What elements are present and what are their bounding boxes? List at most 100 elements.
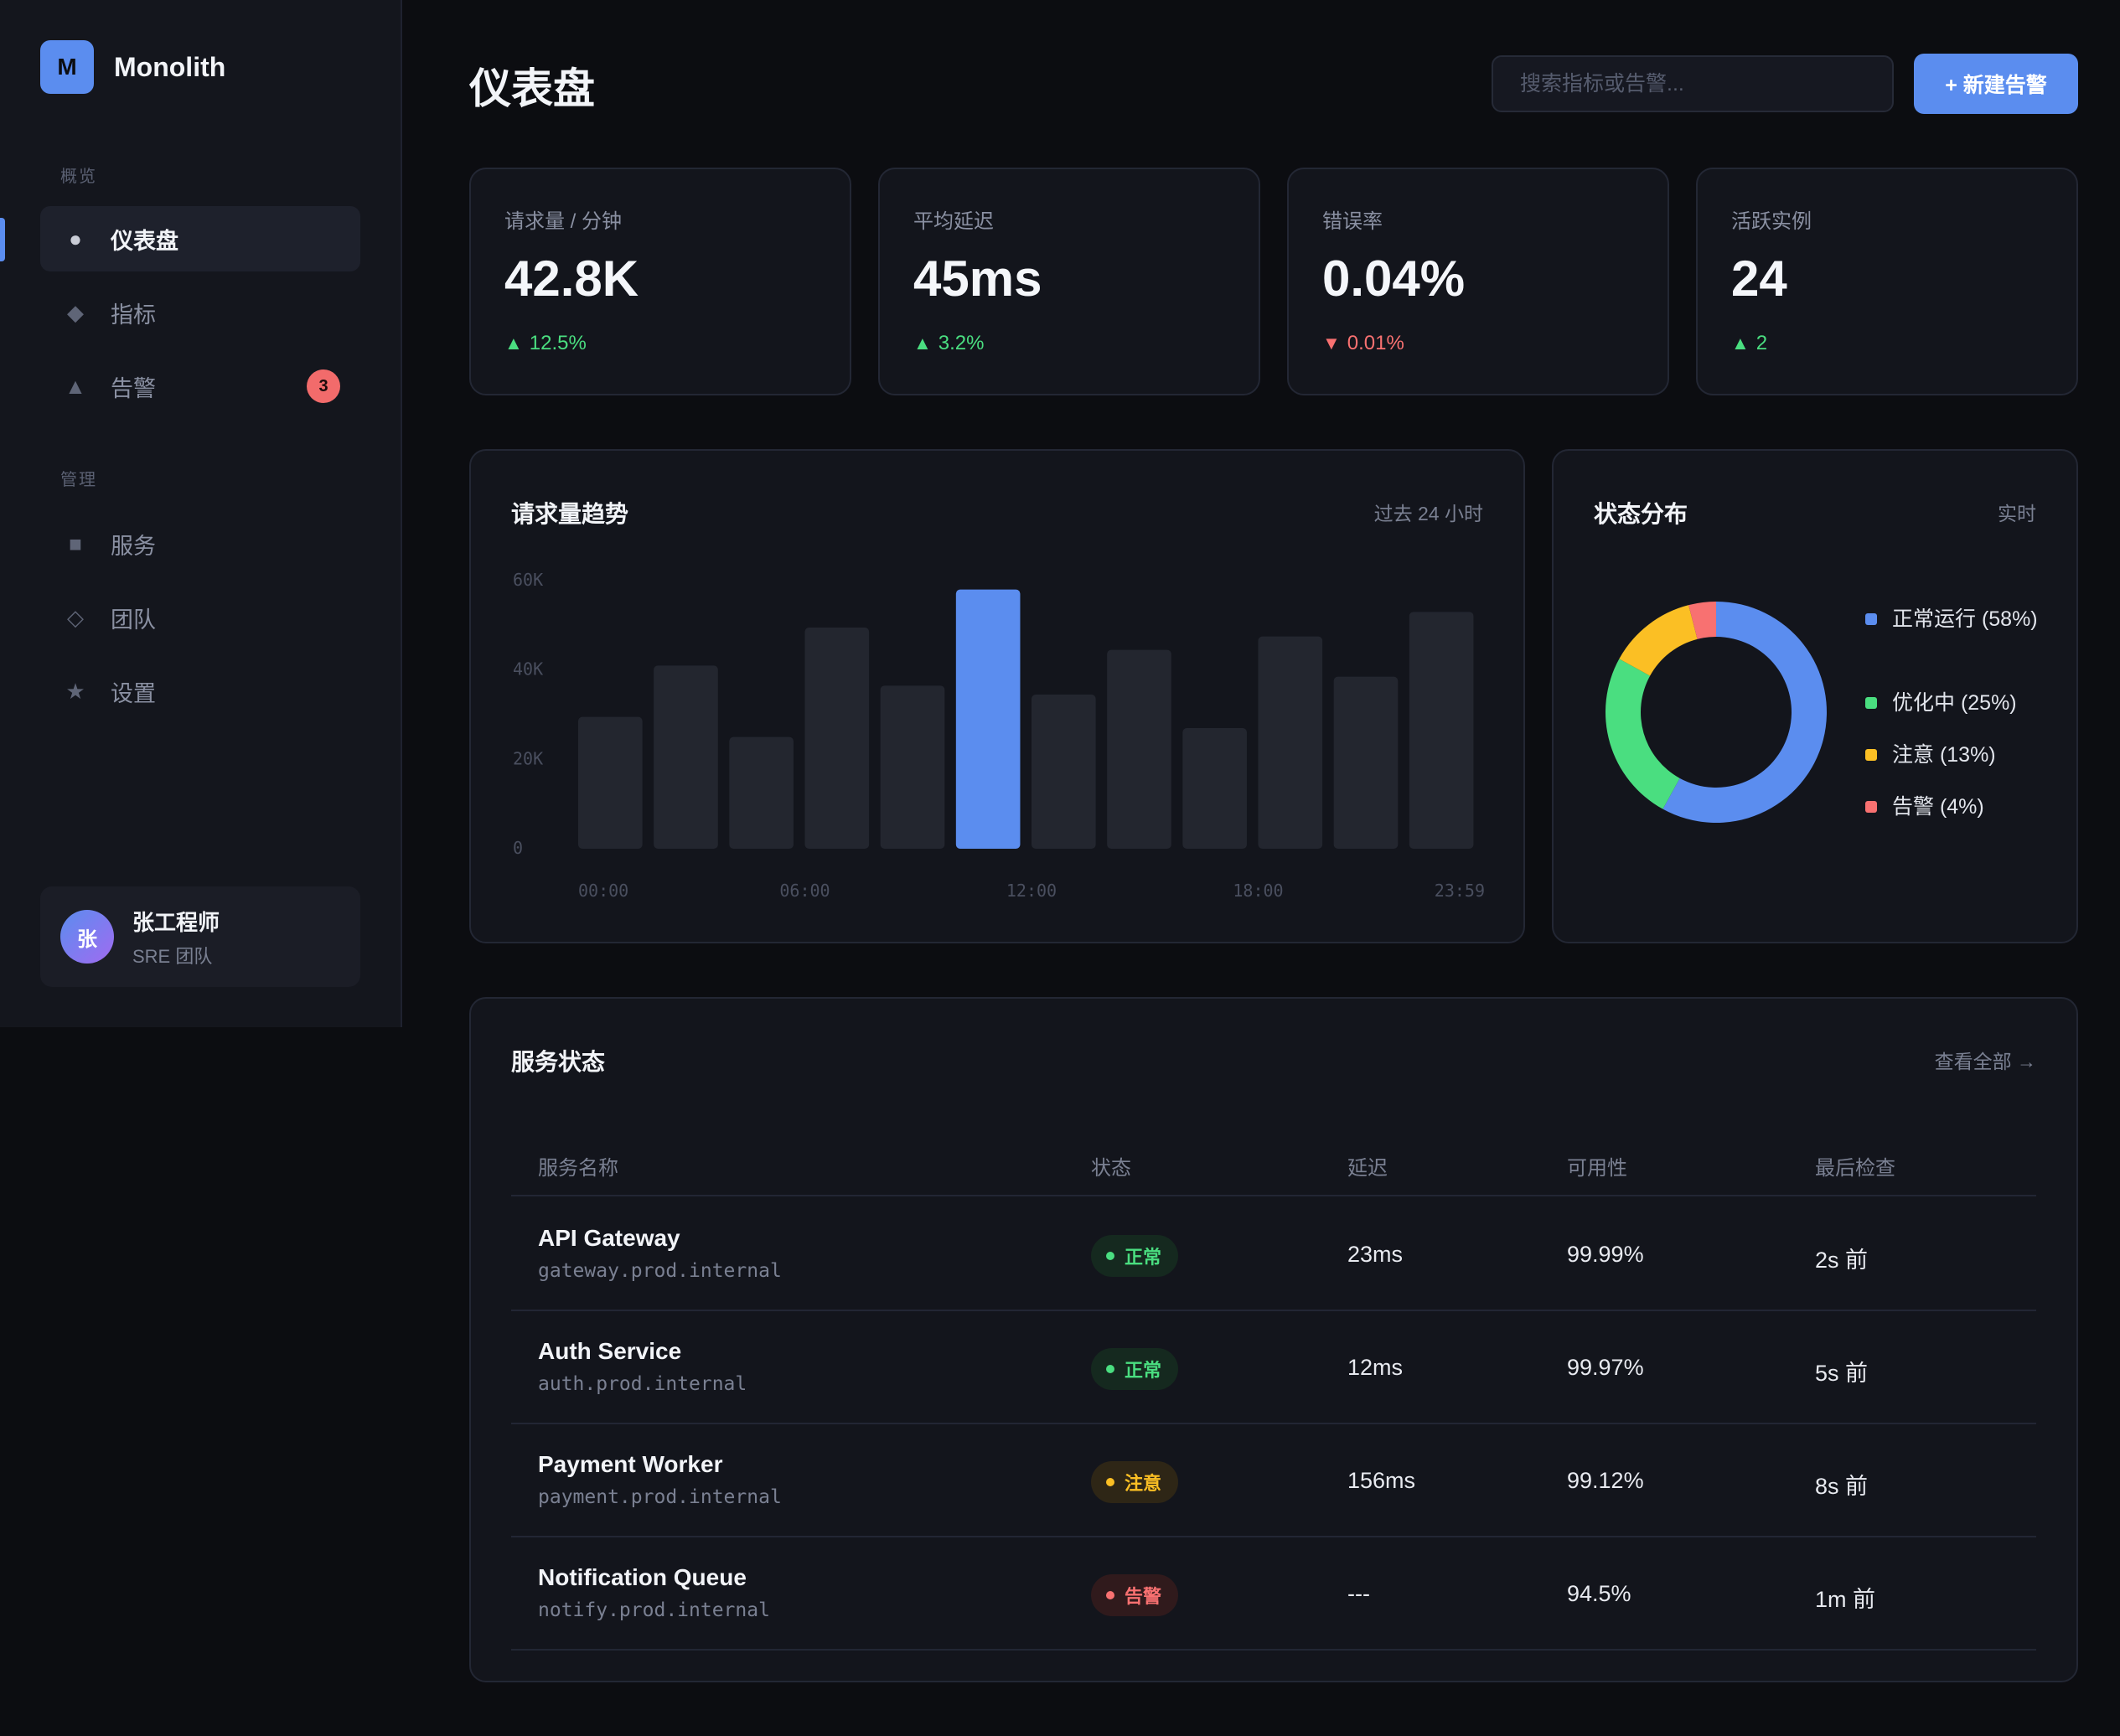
time-range-label[interactable]: 过去 24 小时 bbox=[1373, 503, 1483, 524]
brand-logo: M bbox=[40, 40, 94, 94]
new-alert-button[interactable]: + 新建告警 bbox=[1914, 54, 2078, 114]
kpi-value: 24 bbox=[1731, 251, 1787, 307]
bar bbox=[1107, 649, 1171, 849]
brand[interactable]: M Monolith bbox=[40, 40, 225, 94]
table-row[interactable]: Auth Service auth.prod.internal 正常 12ms … bbox=[511, 1311, 2036, 1424]
status-dot-icon bbox=[1106, 1478, 1114, 1486]
status-dot-icon bbox=[1106, 1252, 1114, 1260]
user-info: 张工程师 SRE 团队 bbox=[132, 906, 220, 969]
bar bbox=[1182, 728, 1247, 849]
donut-slice bbox=[1619, 605, 1698, 676]
y-tick-label: 0 bbox=[513, 838, 523, 858]
bar bbox=[880, 685, 945, 849]
legend-swatch bbox=[1865, 697, 1877, 709]
status-dot-icon bbox=[1106, 1591, 1114, 1599]
diamond-icon: ◆ bbox=[67, 299, 84, 325]
column-header-availability[interactable]: 可用性 bbox=[1567, 1157, 1627, 1180]
arrow-up-icon: ▲ bbox=[1731, 333, 1750, 354]
bar bbox=[804, 628, 870, 849]
latency-value: 23ms bbox=[1347, 1242, 1404, 1267]
square-icon: ■ bbox=[69, 530, 82, 556]
arrow-down-icon: ▼ bbox=[1322, 333, 1341, 354]
search-input[interactable] bbox=[1492, 55, 1894, 112]
x-tick-label: 00:00 bbox=[578, 881, 628, 901]
kpi-label: 平均延迟 bbox=[913, 210, 994, 233]
legend-label: 告警 (4%) bbox=[1892, 795, 1984, 819]
column-header-latency[interactable]: 延迟 bbox=[1347, 1157, 1388, 1180]
kpi-change-value: 12.5% bbox=[529, 332, 587, 354]
chart-title: 状态分布 bbox=[1594, 501, 1688, 527]
last-check-value: 8s 前 bbox=[1815, 1474, 1869, 1499]
legend-label: 注意 (13%) bbox=[1892, 743, 1996, 767]
status-text: 告警 bbox=[1125, 1586, 1162, 1607]
status-badge: 正常 bbox=[1091, 1348, 1179, 1390]
donut-slice bbox=[1688, 602, 1716, 639]
service-status-card: 服务状态 查看全部 → 服务名称 状态 延迟 可用性 最后检查 API Gate… bbox=[469, 997, 2078, 1682]
nav-section-overview: 概览 bbox=[60, 168, 97, 186]
kpi-label: 错误率 bbox=[1322, 210, 1383, 233]
service-host: gateway.prod.internal bbox=[538, 1260, 782, 1282]
kpi-value: 0.04% bbox=[1322, 251, 1466, 307]
bar bbox=[1258, 636, 1323, 849]
x-tick-label: 12:00 bbox=[1006, 881, 1057, 901]
sidebar-item-label: 服务 bbox=[111, 533, 156, 559]
last-check-value: 2s 前 bbox=[1815, 1248, 1869, 1273]
last-check-value: 5s 前 bbox=[1815, 1361, 1869, 1386]
kpi-change: ▲ 2 bbox=[1731, 332, 1767, 355]
sidebar-item-label: 指标 bbox=[111, 302, 156, 328]
donut-chart bbox=[1606, 602, 1827, 823]
sidebar-item-metrics[interactable]: ◆ 指标 bbox=[40, 280, 360, 345]
y-tick-label: 40K bbox=[513, 659, 543, 679]
sidebar-item-services[interactable]: ■ 服务 bbox=[40, 511, 360, 576]
service-host: payment.prod.internal bbox=[538, 1486, 782, 1508]
legend-swatch bbox=[1865, 749, 1877, 761]
kpi-change-value: 2 bbox=[1755, 332, 1768, 354]
x-tick-label: 18:00 bbox=[1233, 881, 1283, 901]
service-name: Notification Queue bbox=[538, 1564, 747, 1590]
sidebar-item-alerts[interactable]: ▲ 告警 3 bbox=[40, 354, 360, 419]
nav-section-admin: 管理 bbox=[60, 471, 97, 489]
sidebar: M Monolith 概览 ● 仪表盘 ◆ 指标 ▲ 告警 3 管理 ■ 服务 … bbox=[0, 0, 402, 1027]
bar bbox=[1409, 612, 1474, 849]
diamond-outline-icon: ◇ bbox=[67, 604, 84, 630]
kpi-change-value: 3.2% bbox=[938, 332, 985, 354]
table-row[interactable]: Notification Queue notify.prod.internal … bbox=[511, 1537, 2036, 1651]
view-all-link[interactable]: 查看全部 → bbox=[1934, 1051, 2036, 1072]
x-tick-label: 23:59 bbox=[1435, 881, 1485, 901]
status-distribution-card: 状态分布 实时 正常运行 (58%) 优化中 (25%) 注意 (13%) 告警… bbox=[1552, 449, 2078, 943]
kpi-change-value: 0.01% bbox=[1347, 332, 1404, 354]
latency-value: --- bbox=[1347, 1581, 1370, 1606]
kpi-change: ▲ 12.5% bbox=[504, 332, 587, 355]
legend-swatch bbox=[1865, 613, 1877, 625]
request-trend-card: 请求量趋势 过去 24 小时 60K 40K 20K 0 00:00 06:00 12:00… bbox=[469, 449, 1525, 943]
sidebar-item-team[interactable]: ◇ 团队 bbox=[40, 585, 360, 650]
legend-item-healthy: 正常运行 (58%) bbox=[1865, 603, 2038, 635]
triangle-icon: ▲ bbox=[65, 373, 86, 399]
column-header-last-check[interactable]: 最后检查 bbox=[1815, 1157, 1895, 1180]
bar bbox=[729, 736, 794, 849]
status-dot-icon bbox=[1106, 1365, 1114, 1373]
availability-value: 94.5% bbox=[1567, 1581, 1631, 1606]
sidebar-item-label: 设置 bbox=[111, 680, 156, 706]
chart-title: 请求量趋势 bbox=[511, 501, 629, 527]
realtime-label: 实时 bbox=[1998, 503, 2036, 524]
brand-name: Monolith bbox=[114, 51, 226, 82]
sidebar-item-settings[interactable]: ★ 设置 bbox=[40, 659, 360, 724]
availability-value: 99.12% bbox=[1567, 1468, 1644, 1493]
user-card[interactable]: 张 张工程师 SRE 团队 bbox=[40, 886, 360, 987]
column-header-status[interactable]: 状态 bbox=[1091, 1157, 1131, 1180]
table-row[interactable]: Payment Worker payment.prod.internal 注意 … bbox=[511, 1424, 2036, 1537]
kpi-card-requests: 请求量 / 分钟 42.8K ▲ 12.5% bbox=[469, 168, 851, 395]
service-host: auth.prod.internal bbox=[538, 1373, 747, 1395]
active-indicator bbox=[0, 218, 5, 261]
status-text: 正常 bbox=[1125, 1360, 1162, 1381]
service-name: Payment Worker bbox=[538, 1451, 723, 1477]
status-badge: 注意 bbox=[1091, 1461, 1179, 1503]
kpi-card-instances: 活跃实例 24 ▲ 2 bbox=[1696, 168, 2078, 395]
column-header-name[interactable]: 服务名称 bbox=[538, 1157, 618, 1180]
table-row[interactable]: API Gateway gateway.prod.internal 正常 23m… bbox=[511, 1198, 2036, 1311]
user-name: 张工程师 bbox=[132, 909, 220, 935]
sidebar-item-dashboard[interactable]: ● 仪表盘 bbox=[40, 206, 360, 271]
service-host: notify.prod.internal bbox=[538, 1599, 770, 1621]
avatar: 张 bbox=[60, 910, 114, 964]
